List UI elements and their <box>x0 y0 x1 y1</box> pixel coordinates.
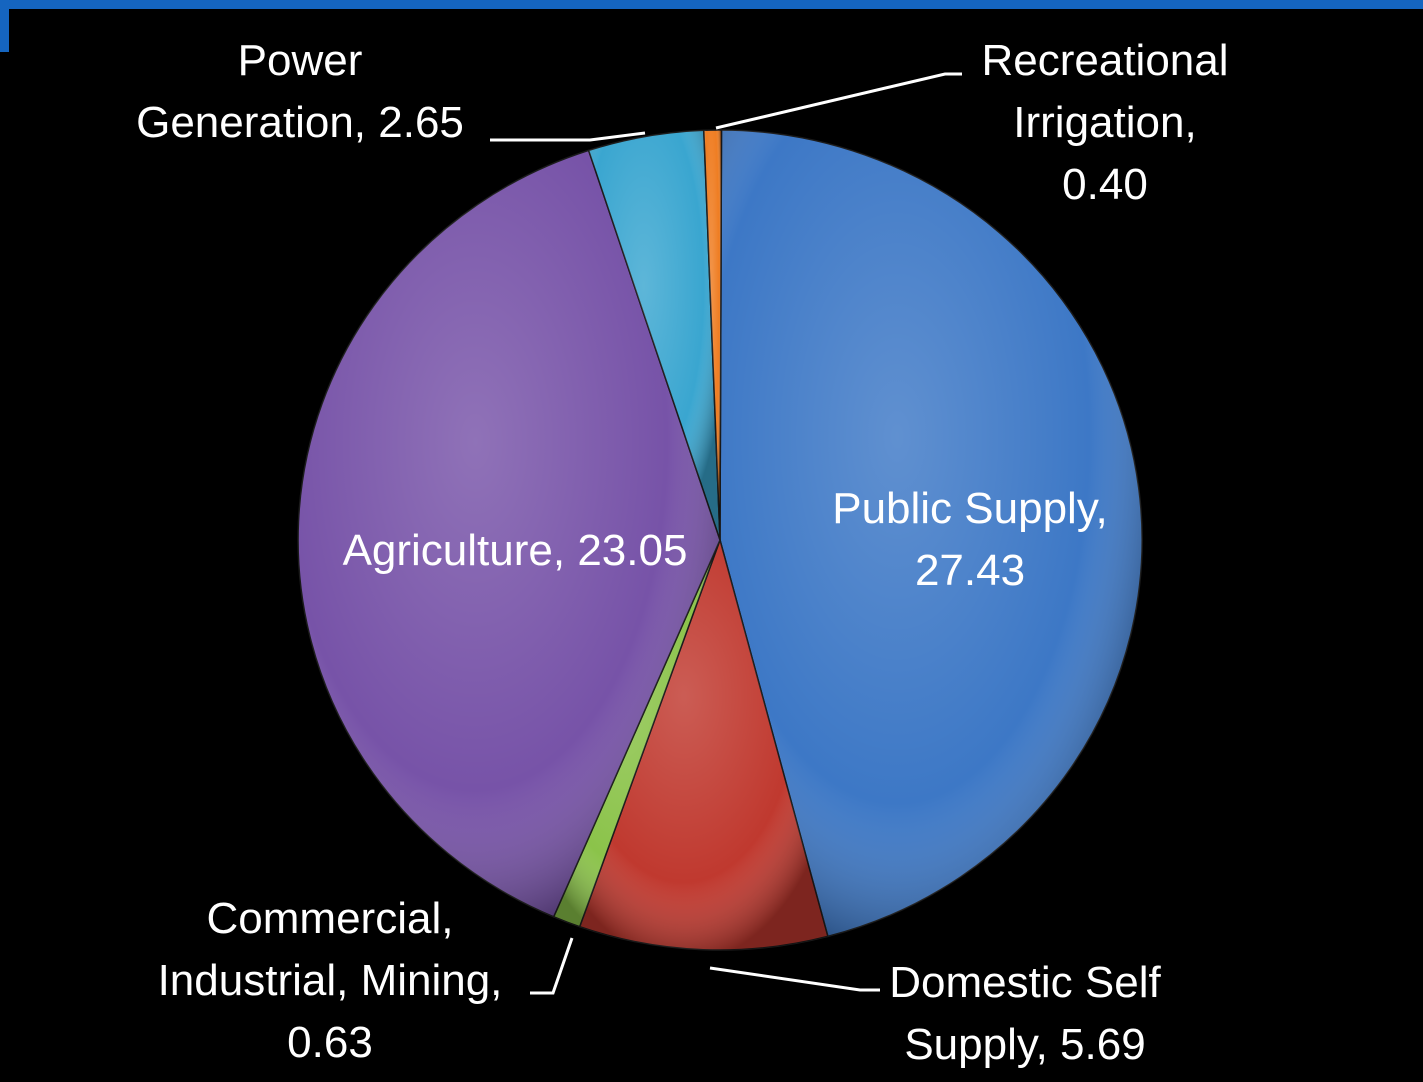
label-public-supply: Public Supply, 27.43 <box>800 478 1140 602</box>
leader-line-power-generation <box>490 131 646 142</box>
pie-slice-shading-domestic-self-supply <box>579 540 828 951</box>
label-agriculture: Agriculture, 23.05 <box>315 520 715 582</box>
label-commercial-line3: 0.63 <box>287 1018 373 1067</box>
label-commercial-line2: Industrial, Mining, <box>157 956 503 1005</box>
leader-line-domestic-self-supply <box>709 966 880 992</box>
pie-slice-shading-power-generation <box>588 130 720 541</box>
pie-slice-shading-commercial-industrial-mining <box>553 540 720 927</box>
pie-slice-shading-agriculture <box>298 150 720 917</box>
label-recreational-irrigation-line3: 0.40 <box>1062 160 1148 209</box>
slide-frame-left <box>0 0 9 52</box>
label-public-supply-line2: 27.43 <box>914 546 1026 595</box>
label-power-generation-line1: Power <box>237 36 363 85</box>
label-domestic-self-supply-line1: Domestic Self <box>889 958 1161 1007</box>
label-recreational-irrigation-line1: Recreational <box>981 36 1229 85</box>
label-power-generation: Power Generation, 2.65 <box>110 30 490 154</box>
label-recreational-irrigation-line2: Irrigation, <box>1013 98 1197 147</box>
leader-line-commercial <box>530 937 574 995</box>
label-recreational-irrigation: Recreational Irrigation, 0.40 <box>955 30 1255 216</box>
label-agriculture-line1: Agriculture, 23.05 <box>342 526 688 575</box>
pie-slice-shading-public-supply <box>720 130 1143 937</box>
slide-frame-top <box>0 0 1423 9</box>
label-domestic-self-supply-line2: Supply, 5.69 <box>904 1020 1146 1069</box>
pie-slice-shading-recreational-irrigation <box>703 129 722 540</box>
label-public-supply-line1: Public Supply, <box>832 484 1108 533</box>
leader-line-recreational-irrigation <box>715 72 962 130</box>
label-domestic-self-supply: Domestic Self Supply, 5.69 <box>865 952 1185 1076</box>
label-power-generation-line2: Generation, 2.65 <box>136 98 464 147</box>
label-commercial-line1: Commercial, <box>206 894 454 943</box>
label-commercial: Commercial, Industrial, Mining, 0.63 <box>120 888 540 1074</box>
